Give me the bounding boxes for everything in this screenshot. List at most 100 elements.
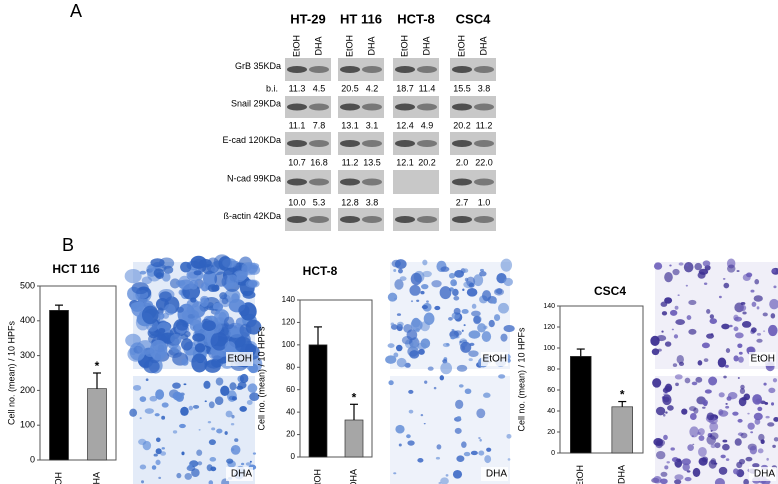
cell-stain [218,311,227,322]
blot-band [395,66,415,73]
cell-stain [671,328,674,331]
cell-stain [213,254,231,270]
cell-stain [186,305,194,314]
blot-band [395,216,415,223]
cell-stain [180,406,189,416]
cell-stain [239,373,249,384]
cell-stain [710,443,716,449]
cell-stain [175,393,184,402]
cell-stain [456,416,462,420]
cell-stain [395,344,403,352]
cell-stain [397,321,404,327]
band-intensity: 11.1 [289,120,306,130]
cell-stain [661,311,668,316]
cell-stain [468,330,481,339]
cell-stain [208,401,215,409]
cell-stain [740,432,748,439]
cell-stain [762,330,766,332]
cell-stain [764,401,769,405]
cell-stain [667,405,674,411]
band-intensity: 5.3 [313,197,326,207]
cell-stain [703,358,709,363]
cell-stain [149,395,158,402]
cell-stain [674,474,684,481]
cell-stain [198,429,201,431]
cell-stain [247,383,258,393]
cell-stain [468,282,475,288]
cell-stain [456,364,468,372]
cell-stain [448,272,456,279]
band-intensity: 3.8 [478,83,491,93]
cell-stain [248,280,258,288]
cell-stain [493,314,501,321]
blot-band [452,178,472,186]
x-tick-label: EtOH [575,465,585,484]
cell-stain [160,451,167,456]
cell-stain [436,444,442,450]
cell-line: HT-29 [290,11,325,26]
image-label: EtOH [751,354,775,365]
cell-stain [714,442,721,449]
cell-stain [655,450,666,460]
cell-stain [733,326,739,332]
band-intensity: 4.2 [366,83,379,93]
cell-stain [674,374,683,380]
cell-stain [463,451,471,457]
band-intensity: 4.5 [313,83,326,93]
y-tick-label: 140 [282,295,296,304]
cell-stain [440,477,449,484]
cell-stain [708,376,718,386]
band-intensity: 11.2 [476,120,493,130]
cell-stain [396,313,402,316]
cell-stain [756,306,760,310]
cell-stain [452,470,463,479]
cell-stain [214,396,224,405]
protein-label: ß-actin 42KDa [223,211,281,221]
cell-stain [738,351,743,355]
cell-stain [721,323,730,330]
cell-stain [439,286,452,300]
cell-stain [171,344,182,354]
cell-stain [738,397,747,407]
cell-stain [762,312,768,317]
band-intensity: 16.8 [310,157,328,167]
cell-stain [408,389,414,394]
cell-stain [507,458,511,461]
cell-stain [697,428,705,436]
cell-stain [729,324,733,328]
cell-stain [698,446,707,457]
bar [87,388,107,461]
blot-band [309,103,329,111]
cell-stain [655,406,666,416]
cell-stain [674,479,682,484]
cell-stain [738,458,746,465]
cell-stain [678,361,685,366]
blot-band [452,103,472,111]
cell-stain [388,380,394,386]
cell-stain [669,264,672,267]
blot-band [362,216,382,223]
cell-stain [170,333,182,345]
cell-stain [752,394,762,405]
band-intensity: 11.4 [419,83,436,93]
cell-stain [486,447,492,452]
blot [338,96,384,118]
cell-stain [420,290,425,295]
cell-stain [237,381,247,389]
cell-stain [204,400,207,403]
cell-stain [652,378,662,388]
cell-stain [685,263,689,267]
cell-stain [246,399,253,405]
cell-stain [406,329,418,341]
cell-stain [732,411,739,416]
cell-stain [158,312,165,320]
band-intensity: 20.2 [453,120,471,130]
label-bg [226,467,253,481]
band-intensity: 20.2 [418,157,436,167]
cell-stain [720,454,726,459]
y-tick-label: 40 [547,408,555,415]
label-bg [226,352,253,366]
cell-stain [393,352,399,358]
cell-stain [740,302,746,305]
